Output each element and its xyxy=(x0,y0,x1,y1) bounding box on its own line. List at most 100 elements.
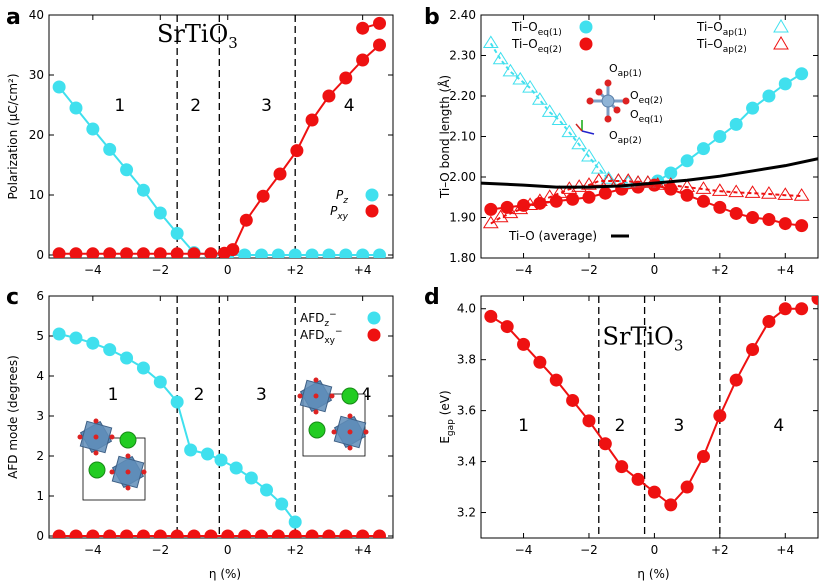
panel-b: −4 −2 0 +2 +4 1.80 1.90 2.00 2.10 2.20 2.30 2.40 b Ti… xyxy=(424,5,819,277)
data-point xyxy=(517,337,531,351)
data-point xyxy=(373,529,387,538)
series-group xyxy=(481,35,818,233)
data-point-triangle xyxy=(630,175,646,188)
series-line xyxy=(489,42,648,185)
region-number: 4 xyxy=(344,96,355,116)
x-tick-label: −2 xyxy=(151,263,169,277)
data-point-triangle xyxy=(777,187,794,200)
data-point xyxy=(69,247,83,258)
inset-label: Oeq(2) xyxy=(630,89,663,106)
data-point xyxy=(762,314,776,328)
data-point-triangle xyxy=(761,186,777,199)
data-point xyxy=(746,211,760,224)
data-point xyxy=(288,515,302,529)
data-point xyxy=(69,101,83,115)
x-tick-label: −2 xyxy=(151,543,169,557)
oxygen-atom xyxy=(329,393,335,399)
oxygen-atom xyxy=(125,485,131,491)
data-point xyxy=(339,248,353,258)
oxygen-atom xyxy=(125,469,131,475)
data-point xyxy=(484,202,498,216)
region-number: 4 xyxy=(773,416,784,436)
legend-marker xyxy=(365,204,379,218)
y-tick-label: 4 xyxy=(36,369,44,383)
data-point-triangle xyxy=(502,63,519,77)
panel-label: c xyxy=(6,285,19,310)
data-point xyxy=(238,248,252,258)
strontium-atom xyxy=(341,387,359,405)
oxygen-atom xyxy=(331,429,337,435)
data-point xyxy=(795,302,809,316)
data-point-triangle xyxy=(541,104,558,117)
oxygen-atom xyxy=(622,97,630,105)
data-point xyxy=(762,89,776,103)
region-number: 1 xyxy=(114,96,125,116)
data-point-triangle xyxy=(581,148,597,162)
y-axis-label: Egap (eV) xyxy=(438,390,456,443)
data-point xyxy=(598,186,612,200)
data-point xyxy=(275,497,289,511)
legend-label: AFDz− xyxy=(300,310,337,329)
data-point xyxy=(86,122,100,136)
y-tick-label: 4.0 xyxy=(457,302,476,316)
legend-marker xyxy=(579,20,593,34)
data-point xyxy=(136,529,150,538)
data-point xyxy=(305,113,319,127)
axis-arrow xyxy=(581,130,595,135)
data-point xyxy=(322,248,336,258)
data-point xyxy=(680,154,694,168)
strontium-atom xyxy=(88,461,106,479)
data-point xyxy=(664,166,678,180)
x-tick-label: +2 xyxy=(711,543,729,557)
y-tick-label: 2 xyxy=(36,449,44,463)
compound-label: SrTiO3 xyxy=(603,322,684,354)
y-tick-label: 2.30 xyxy=(449,49,476,63)
data-point-triangle xyxy=(744,185,761,198)
data-point xyxy=(680,480,694,494)
y-tick-label: 3.4 xyxy=(457,455,476,469)
x-tick-label: 0 xyxy=(651,263,659,277)
legend-label: Pz xyxy=(336,188,348,206)
region-number: 3 xyxy=(674,416,685,436)
oxygen-atom xyxy=(93,450,99,456)
data-point xyxy=(52,327,66,341)
data-point xyxy=(52,247,66,258)
data-point xyxy=(214,453,228,467)
oxygen-atom xyxy=(347,413,353,419)
octahedron-inset: Oap(1) Oeq(2) Oeq(1) Oap(2) xyxy=(575,62,663,146)
data-point xyxy=(680,188,694,202)
data-point xyxy=(339,71,353,85)
y-tick-label: 5 xyxy=(36,329,44,343)
y-tick-label: 10 xyxy=(29,188,44,202)
oxygen-atom xyxy=(613,106,621,114)
data-point xyxy=(86,336,100,350)
data-point xyxy=(288,529,302,538)
legend-label: AFDxy− xyxy=(300,327,343,346)
data-point xyxy=(795,219,809,233)
data-point xyxy=(86,529,100,538)
data-point xyxy=(356,248,370,258)
data-point-triangle xyxy=(492,51,509,65)
data-point-triangle xyxy=(600,171,617,184)
data-point-triangle xyxy=(561,124,578,138)
y-tick-label: 2.40 xyxy=(449,8,476,22)
series-line xyxy=(490,180,802,225)
region-number: 2 xyxy=(190,96,201,116)
y-tick-label: 40 xyxy=(29,8,44,22)
data-point xyxy=(201,447,215,461)
data-point xyxy=(778,302,792,316)
oxygen-atom xyxy=(363,429,369,435)
region-number: 1 xyxy=(108,385,119,405)
data-point xyxy=(69,331,83,345)
x-tick-label: −4 xyxy=(84,543,102,557)
data-point xyxy=(170,226,184,240)
x-tick-label: +4 xyxy=(354,263,372,277)
data-point xyxy=(204,529,218,538)
panel-label: a xyxy=(6,5,21,30)
oxygen-atom xyxy=(125,453,131,459)
data-point xyxy=(86,247,100,258)
y-tick-label: 1.90 xyxy=(449,211,476,225)
data-point xyxy=(52,529,66,538)
data-point xyxy=(239,213,253,227)
legend-marker xyxy=(365,188,379,202)
